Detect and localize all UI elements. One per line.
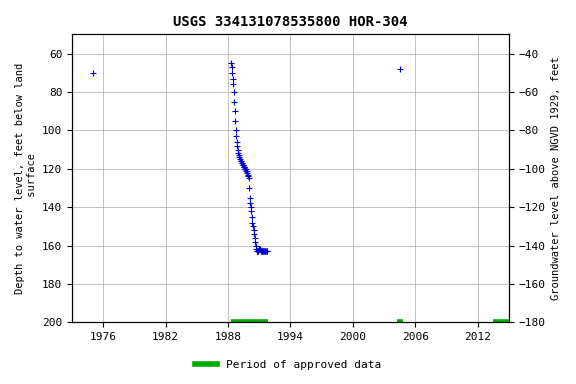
Point [253, 248, 263, 255]
Point [230, 98, 239, 104]
Point [230, 108, 240, 114]
Point [236, 158, 245, 164]
Point [238, 162, 248, 168]
Point [240, 164, 249, 170]
Point [248, 220, 257, 226]
Point [255, 247, 264, 253]
Point [232, 133, 241, 139]
Point [255, 247, 264, 253]
Point [245, 195, 255, 201]
Point [235, 154, 244, 160]
Point [251, 243, 260, 249]
Point [242, 167, 251, 174]
Point [88, 70, 97, 76]
Point [227, 64, 236, 70]
Point [257, 248, 267, 255]
Point [242, 169, 252, 175]
Point [229, 89, 238, 95]
Point [254, 247, 263, 253]
Point [252, 248, 262, 255]
Point [249, 227, 258, 233]
Point [229, 81, 238, 87]
Point [237, 160, 247, 166]
Point [234, 152, 244, 158]
Point [395, 66, 404, 72]
Point [260, 248, 270, 255]
Point [238, 162, 247, 168]
Point [242, 167, 251, 174]
Point [256, 247, 265, 253]
Point [250, 235, 259, 241]
Point [239, 164, 248, 170]
Y-axis label: Groundwater level above NGVD 1929, feet: Groundwater level above NGVD 1929, feet [551, 56, 561, 300]
Point [232, 139, 241, 145]
Point [262, 248, 271, 255]
Point [236, 158, 245, 164]
Point [258, 248, 267, 255]
Point [228, 75, 237, 81]
Point [247, 208, 256, 214]
Point [246, 200, 255, 207]
Point [256, 248, 266, 255]
Point [245, 185, 254, 191]
Point [243, 171, 252, 177]
Legend: Period of approved data: Period of approved data [191, 356, 385, 375]
Point [252, 248, 262, 255]
Point [247, 204, 256, 210]
Title: USGS 334131078535800 HOR-304: USGS 334131078535800 HOR-304 [173, 15, 408, 29]
Point [241, 166, 251, 172]
Point [233, 146, 242, 152]
Point [234, 150, 243, 156]
Point [228, 70, 237, 76]
Point [248, 223, 257, 230]
Point [249, 231, 259, 237]
Point [259, 248, 268, 255]
Point [231, 118, 240, 124]
Point [236, 156, 245, 162]
Point [262, 248, 271, 255]
Y-axis label: Depth to water level, feet below land
 surface: Depth to water level, feet below land su… [15, 63, 37, 294]
Point [240, 166, 249, 172]
Point [241, 166, 250, 172]
Point [237, 160, 246, 166]
Point [252, 247, 261, 253]
Point [251, 239, 260, 245]
Point [263, 248, 272, 255]
Point [226, 60, 236, 66]
Point [257, 248, 267, 255]
Point [233, 142, 242, 149]
Point [244, 175, 253, 181]
Point [257, 248, 266, 255]
Point [244, 173, 253, 179]
Point [260, 248, 269, 255]
Point [231, 127, 240, 133]
Point [253, 248, 262, 255]
Point [247, 214, 256, 220]
Point [259, 248, 268, 255]
Point [261, 248, 270, 255]
